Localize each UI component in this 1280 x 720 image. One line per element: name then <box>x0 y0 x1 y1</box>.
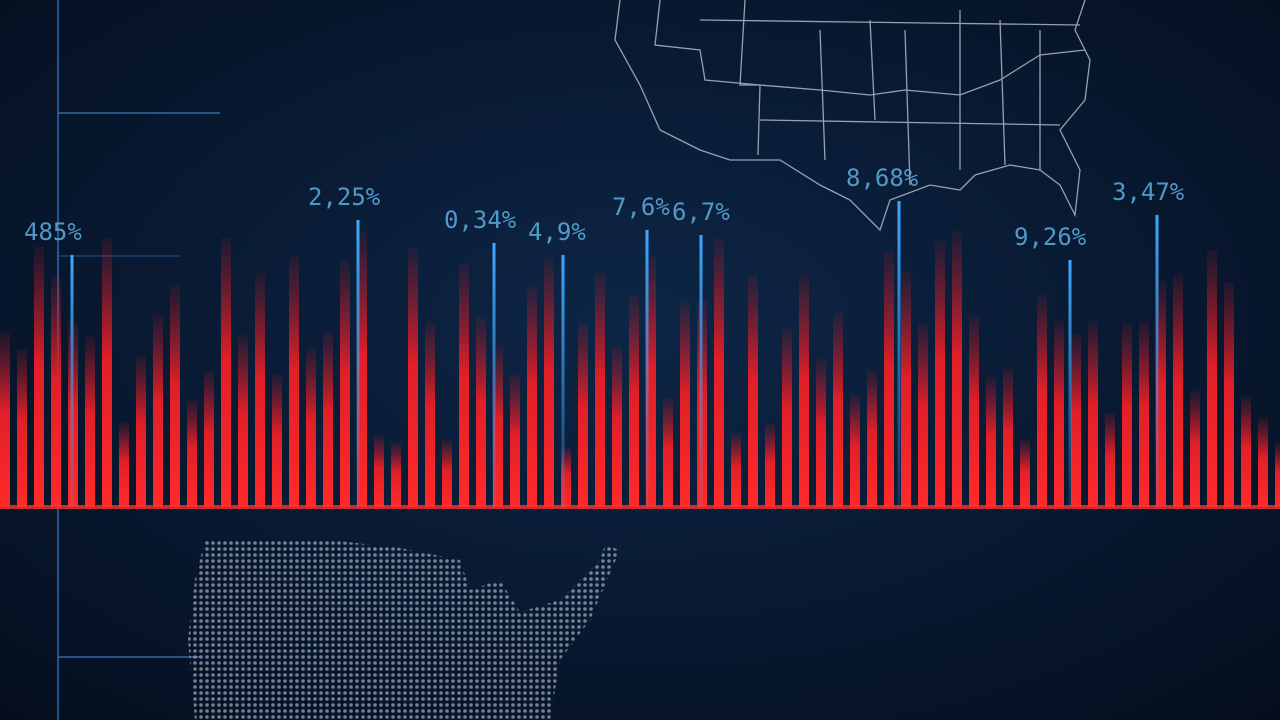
bar <box>544 259 554 507</box>
bar <box>102 238 112 507</box>
bar <box>714 238 724 508</box>
bar <box>323 332 333 507</box>
bar <box>1054 320 1064 507</box>
bar <box>884 251 894 507</box>
bar <box>153 314 163 507</box>
bar <box>748 274 758 507</box>
bar <box>1003 368 1013 507</box>
bar <box>459 263 469 507</box>
percent-label: 2,25% <box>308 183 381 211</box>
bar <box>272 374 282 507</box>
bar <box>187 399 197 507</box>
bar <box>833 312 843 507</box>
bar <box>204 371 214 507</box>
percent-label: 485% <box>24 218 82 246</box>
bar <box>1224 282 1234 507</box>
bar <box>238 334 248 507</box>
bar <box>442 439 452 507</box>
percent-label: 8,68% <box>846 164 919 192</box>
bar <box>1139 321 1149 507</box>
bar <box>1207 250 1217 507</box>
bar <box>799 274 809 507</box>
indicator-line <box>1155 215 1159 507</box>
bar <box>816 358 826 507</box>
bar <box>1037 294 1047 507</box>
bar <box>1275 442 1280 507</box>
bar <box>663 397 673 507</box>
percent-label: 9,26% <box>1014 223 1087 251</box>
bar <box>612 345 622 507</box>
bar <box>1105 412 1115 507</box>
bar <box>221 237 231 507</box>
bar <box>34 246 44 507</box>
bar <box>17 348 27 507</box>
bar <box>425 322 435 507</box>
indicator-line <box>70 255 74 507</box>
bar <box>1241 396 1251 507</box>
bar <box>1173 274 1183 507</box>
bar <box>1258 417 1268 507</box>
bar <box>918 323 928 507</box>
indicator-line <box>492 243 496 507</box>
indicator-line <box>1068 260 1072 507</box>
bar <box>85 336 95 507</box>
indicator-line <box>699 235 703 507</box>
bar <box>850 394 860 507</box>
bar <box>646 255 656 507</box>
bar <box>136 355 146 507</box>
bar <box>986 376 996 507</box>
bar <box>1071 334 1081 507</box>
bar <box>289 256 299 507</box>
bar <box>765 423 775 507</box>
bar <box>1190 390 1200 507</box>
bar <box>561 446 571 507</box>
bar <box>527 284 537 507</box>
bar <box>952 230 962 507</box>
bar <box>306 348 316 507</box>
percent-label: 3,47% <box>1112 178 1185 206</box>
bar <box>969 314 979 507</box>
bar <box>1020 439 1030 507</box>
labels: 485% 2,25% 0,34% 4,9% 7,6% 6,7% 8,68% 9,26% 3,47… <box>24 164 1185 507</box>
bar <box>510 374 520 507</box>
bar <box>867 370 877 507</box>
bar <box>340 260 350 507</box>
bar <box>408 247 418 508</box>
bar <box>629 295 639 507</box>
bar <box>731 433 741 507</box>
bar-field <box>0 230 1280 508</box>
indicator-line <box>561 255 565 507</box>
indicator-line <box>645 230 649 507</box>
percent-label: 7,6% <box>612 193 670 221</box>
bar <box>680 300 690 507</box>
bar <box>595 273 605 507</box>
bar <box>578 322 588 507</box>
bar <box>476 316 486 507</box>
bar <box>0 332 10 507</box>
bar <box>51 276 61 507</box>
bar <box>1122 323 1132 507</box>
us-outline-map <box>614 0 1091 232</box>
percent-label: 0,34% <box>444 206 517 234</box>
bar <box>119 422 129 507</box>
bar <box>782 328 792 507</box>
bar <box>255 274 265 507</box>
bar <box>1156 280 1166 507</box>
percent-label: 4,9% <box>528 218 586 246</box>
percent-label: 6,7% <box>672 198 730 226</box>
bar <box>1088 320 1098 507</box>
bar <box>391 443 401 507</box>
baseline <box>0 505 1280 509</box>
bar <box>170 285 180 507</box>
us-dotted-map <box>188 540 620 720</box>
bar <box>935 240 945 508</box>
indicator-line <box>356 220 360 507</box>
bar <box>901 271 911 507</box>
bar <box>374 435 384 507</box>
indicator-line <box>897 201 901 507</box>
bar <box>357 231 367 507</box>
bar <box>493 346 503 507</box>
